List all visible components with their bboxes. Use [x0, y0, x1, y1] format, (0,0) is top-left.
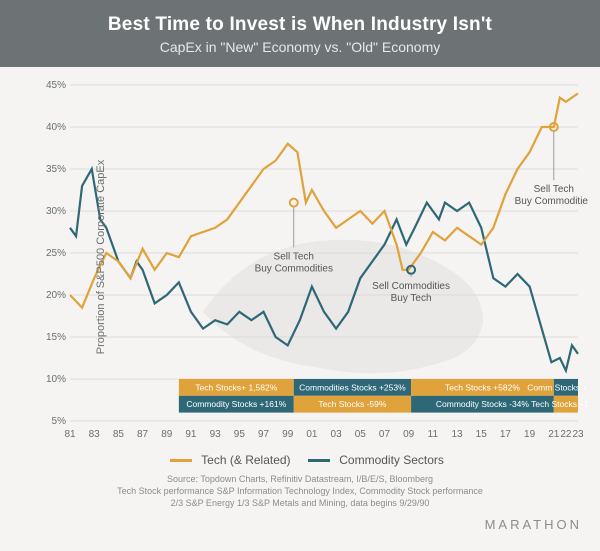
svg-text:23: 23: [572, 429, 584, 440]
svg-text:85: 85: [113, 429, 125, 440]
svg-text:91: 91: [185, 429, 197, 440]
source-line: Source: Topdown Charts, Refinitiv Datast…: [20, 473, 580, 485]
svg-text:Tech Stocks +582%: Tech Stocks +582%: [445, 382, 520, 392]
svg-text:21: 21: [548, 429, 560, 440]
legend-label-commodity: Commodity Sectors: [339, 453, 444, 467]
svg-text:Commodities Stocks +253%: Commodities Stocks +253%: [299, 382, 406, 392]
svg-text:22: 22: [560, 429, 572, 440]
svg-text:Tech Stocks -59%: Tech Stocks -59%: [318, 399, 386, 409]
y-axis-label: Proportion of S&P500 Corporate CapEx: [95, 160, 107, 354]
svg-text:13: 13: [451, 429, 463, 440]
svg-text:10%: 10%: [46, 374, 66, 385]
chart-legend: Tech (& Related) Commodity Sectors: [0, 447, 600, 471]
svg-text:05: 05: [355, 429, 367, 440]
chart-header: Best Time to Invest is When Industry Isn…: [0, 0, 600, 67]
legend-swatch-tech: [170, 459, 192, 462]
svg-text:Commodity Stocks +161%: Commodity Stocks +161%: [186, 399, 286, 409]
svg-text:25%: 25%: [46, 248, 66, 259]
svg-text:Sell Tech: Sell Tech: [534, 184, 574, 195]
svg-text:09: 09: [403, 429, 415, 440]
legend-swatch-commodity: [308, 459, 330, 462]
svg-text:40%: 40%: [46, 122, 66, 133]
svg-text:35%: 35%: [46, 164, 66, 175]
svg-text:Buy Tech: Buy Tech: [391, 293, 432, 304]
svg-text:01: 01: [306, 429, 318, 440]
svg-text:11: 11: [428, 429, 439, 440]
svg-text:5%: 5%: [52, 416, 67, 427]
svg-text:83: 83: [89, 429, 101, 440]
svg-text:99: 99: [282, 429, 294, 440]
line-chart: 5% 10% 15% 20% 25% 30% 35% 40% 45% 81 83 85 87 89 91 93…: [42, 77, 588, 447]
svg-text:Tech Stocks+ 1,582%: Tech Stocks+ 1,582%: [195, 382, 277, 392]
svg-text:03: 03: [331, 429, 343, 440]
svg-text:Commodity Stocks -34%: Commodity Stocks -34%: [436, 399, 529, 409]
chart-title: Best Time to Invest is When Industry Isn…: [10, 14, 590, 36]
chart-source: Source: Topdown Charts, Refinitiv Datast…: [0, 471, 600, 511]
svg-text:Tech Stocks +11%: Tech Stocks +11%: [531, 399, 588, 409]
svg-text:95: 95: [234, 429, 246, 440]
svg-text:20%: 20%: [46, 290, 66, 301]
svg-text:89: 89: [161, 429, 173, 440]
svg-text:Buy Commodities: Buy Commodities: [255, 263, 333, 274]
svg-text:30%: 30%: [46, 206, 66, 217]
svg-text:17: 17: [500, 429, 512, 440]
source-line: 2/3 S&P Energy 1/3 S&P Metals and Mining…: [20, 497, 580, 509]
brand-logo: MARATHON: [0, 511, 600, 532]
svg-text:87: 87: [137, 429, 149, 440]
svg-text:15: 15: [476, 429, 488, 440]
svg-text:Sell Commodities: Sell Commodities: [372, 281, 450, 292]
svg-text:81: 81: [64, 429, 76, 440]
svg-text:45%: 45%: [46, 80, 66, 91]
svg-text:19: 19: [524, 429, 536, 440]
chart-area: Proportion of S&P500 Corporate CapEx 5% 1…: [0, 67, 600, 447]
svg-text:07: 07: [379, 429, 391, 440]
svg-text:Buy Commodities: Buy Commodities: [515, 196, 588, 207]
svg-text:15%: 15%: [46, 332, 66, 343]
legend-label-tech: Tech (& Related): [201, 453, 290, 467]
chart-subtitle: CapEx in "New" Economy vs. "Old" Economy: [10, 39, 590, 55]
svg-text:Comm Stocks +68%: Comm Stocks +68%: [527, 382, 588, 392]
svg-text:93: 93: [210, 429, 222, 440]
source-line: Tech Stock performance S&P Information T…: [20, 485, 580, 497]
svg-text:Sell Tech: Sell Tech: [274, 251, 314, 262]
svg-text:97: 97: [258, 429, 270, 440]
